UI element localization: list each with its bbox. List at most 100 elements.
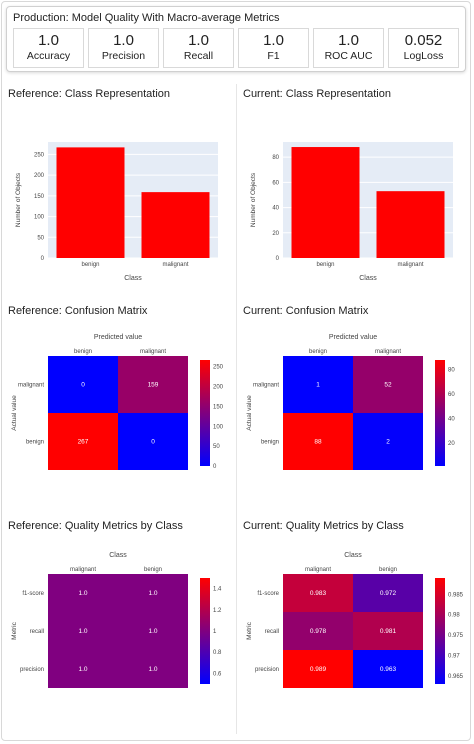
y-tick-label: 0 [41, 256, 45, 262]
column-label: malignant [140, 349, 166, 355]
x-axis-label: Class [359, 275, 377, 282]
heatmap-cell [353, 356, 423, 413]
y-axis-label: Number of Objects [250, 172, 257, 227]
metric-label: Recall [183, 50, 214, 62]
cur-class-bar-chart: 0 20 40 60 80 benign malignant Class Number of O… [250, 142, 453, 282]
metric-label: F1 [267, 50, 280, 62]
metric-label: Precision [101, 50, 146, 62]
colorbar-tick-label: 50 [213, 444, 220, 450]
metric-value: 1.0 [338, 32, 359, 49]
colorbar-tick-label: 0.965 [448, 674, 464, 680]
y-axis-label: Metric [11, 621, 18, 639]
column-label: malignant [305, 567, 331, 573]
cur-class-title: Current: Class Representation [243, 88, 391, 100]
bar-benign [291, 147, 360, 258]
y-tick-label: 250 [34, 152, 45, 158]
colorbar-tick-label: 0.6 [213, 671, 222, 677]
metric-card-recall: 1.0 Recall [163, 28, 234, 68]
y-tick-label: 0 [276, 256, 280, 262]
metrics-header: Production: Model Quality With Macro-ave… [6, 6, 466, 72]
column-label: malignant [375, 349, 401, 355]
x-axis-label: Class [124, 275, 142, 282]
ref-class-bar-chart: 0 50 100 150 200 250 benign malignant Class Numbe… [15, 142, 218, 282]
cur-cm-title: Current: Confusion Matrix [243, 305, 369, 317]
cell-value-label: 1.0 [78, 666, 87, 673]
metric-card-precision: 1.0 Precision [88, 28, 159, 68]
x-tick-label: malignant [397, 262, 423, 268]
heatmap-cell [48, 574, 118, 612]
cell-value-label: 0.981 [380, 628, 397, 635]
colorbar-tick-label: 0.98 [448, 613, 460, 619]
colorbar-tick-label: 1.4 [213, 587, 222, 593]
x-tick-label: benign [316, 262, 334, 268]
heatmap-cell [118, 612, 188, 650]
colorbar-tick-label: 0 [213, 464, 217, 470]
y-tick-label: 40 [272, 206, 279, 212]
metric-value: 1.0 [113, 32, 134, 49]
cell-value-label: 0.989 [310, 666, 327, 673]
colorbar-tick-label: 200 [213, 385, 224, 391]
colorbar-tick-label: 80 [448, 368, 455, 374]
heatmap-cell [118, 574, 188, 612]
colorbar-tick-label: 0.8 [213, 650, 222, 656]
metric-label: LogLoss [403, 50, 444, 62]
metric-value: 1.0 [263, 32, 284, 49]
column-label: benign [379, 567, 397, 573]
heatmap-cell [353, 574, 423, 612]
colorbar-tick-label: 1 [213, 629, 217, 635]
heatmap-title: Class [344, 552, 362, 559]
heatmap-cell [283, 612, 353, 650]
row-label: precision [20, 667, 44, 673]
colorbar [435, 360, 445, 466]
colorbar-tick-label: 0.97 [448, 653, 460, 659]
colorbar [435, 578, 445, 684]
metric-value: 1.0 [188, 32, 209, 49]
x-tick-label: malignant [162, 262, 188, 268]
cell-value-label: 0 [151, 439, 155, 446]
heatmap-title: Predicted value [329, 334, 377, 341]
cell-value-label: 0.972 [380, 590, 397, 597]
y-tick-label: 150 [34, 194, 45, 200]
heatmap-cell [353, 413, 423, 470]
column-label: benign [144, 567, 162, 573]
cur-confusion-matrix-heatmap: Predicted value benign malignant malignant 1… [246, 334, 455, 470]
heatmap-cell [283, 356, 353, 413]
row-label: recall [265, 629, 279, 635]
y-tick-label: 80 [272, 155, 279, 161]
row-label: precision [255, 667, 279, 673]
metric-card-roc-auc: 1.0 ROC AUC [313, 28, 384, 68]
ref-cm-title: Reference: Confusion Matrix [8, 305, 148, 317]
colorbar-tick-label: 1.2 [213, 608, 222, 614]
colorbar [200, 360, 210, 466]
heatmap-title: Class [109, 552, 127, 559]
row-label: malignant [253, 383, 279, 389]
bar-benign [56, 147, 125, 258]
cell-value-label: 1.0 [78, 628, 87, 635]
colorbar-tick-label: 100 [213, 424, 224, 430]
metric-card-logloss: 0.052 LogLoss [388, 28, 459, 68]
row-label: benign [261, 440, 279, 446]
y-tick-label: 100 [34, 215, 45, 221]
metric-card-f1: 1.0 F1 [238, 28, 309, 68]
cur-qm-title: Current: Quality Metrics by Class [243, 520, 404, 532]
heatmap-cell [283, 650, 353, 688]
metric-value: 1.0 [38, 32, 59, 49]
column-label: benign [309, 349, 327, 355]
y-axis-label: Metric [246, 621, 253, 639]
cur-quality-metrics-heatmap: Class malignant benign f1-score 0.983 0.972 re… [246, 552, 464, 688]
y-tick-label: 200 [34, 173, 45, 179]
heatmap-cell [353, 650, 423, 688]
cell-value-label: 88 [314, 439, 322, 446]
cell-value-label: 267 [78, 439, 89, 446]
colorbar [200, 578, 210, 684]
bar-malignant [376, 191, 445, 258]
colorbar-tick-label: 60 [448, 392, 455, 398]
bar-malignant [141, 192, 210, 258]
heatmap-cell [118, 413, 188, 470]
metric-label: ROC AUC [324, 50, 373, 62]
ref-quality-metrics-heatmap: Class malignant benign f1-score 1.0 1.0 recall… [11, 552, 222, 688]
column-label: malignant [70, 567, 96, 573]
colorbar-tick-label: 40 [448, 416, 455, 422]
metric-label: Accuracy [26, 50, 71, 62]
y-tick-label: 20 [272, 231, 279, 237]
